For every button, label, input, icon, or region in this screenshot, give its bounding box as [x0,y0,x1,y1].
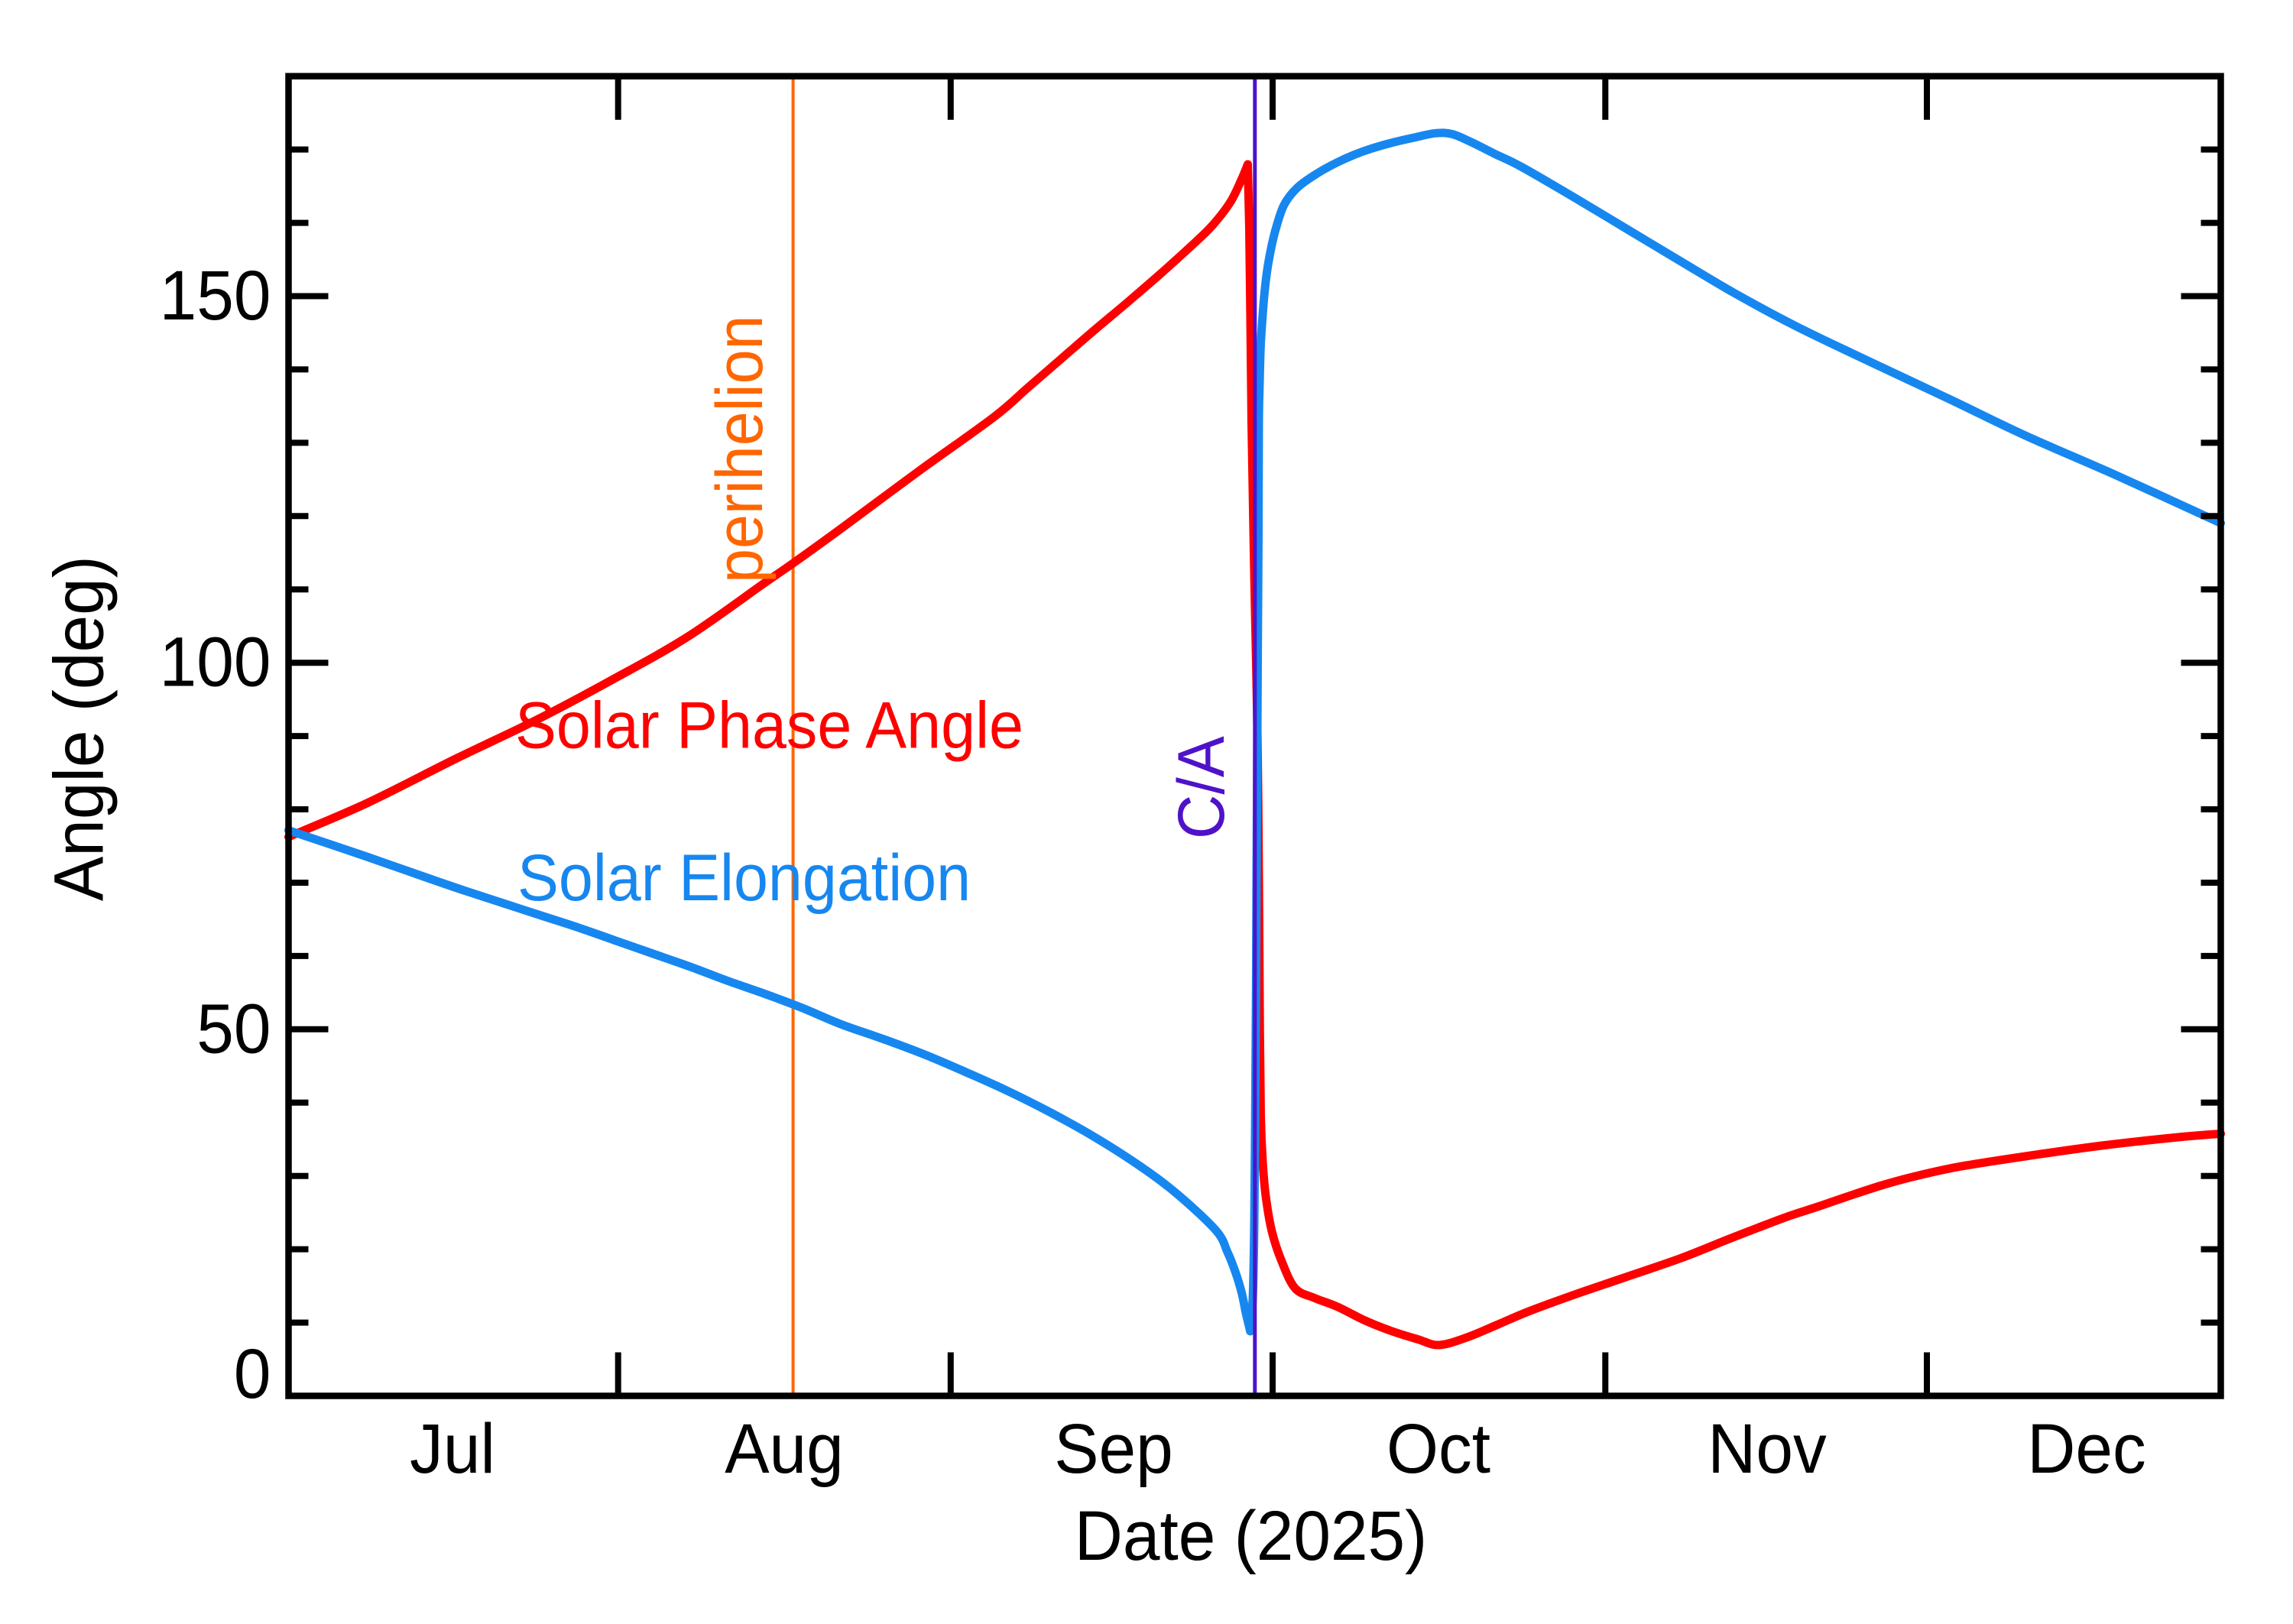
svg-text:Date (2025): Date (2025) [1075,1497,1427,1576]
svg-text:Nov: Nov [1708,1410,1827,1489]
svg-text:perihelion: perihelion [702,316,777,583]
svg-text:0: 0 [234,1335,271,1414]
svg-text:Solar Phase Angle: Solar Phase Angle [515,688,1023,762]
svg-text:Oct: Oct [1387,1410,1490,1489]
svg-text:100: 100 [160,624,271,702]
svg-text:Jul: Jul [410,1410,495,1489]
svg-text:150: 150 [160,257,271,335]
svg-text:Sep: Sep [1054,1410,1172,1489]
svg-text:Aug: Aug [725,1410,843,1489]
svg-text:C/A: C/A [1164,736,1238,839]
svg-text:Dec: Dec [2027,1410,2145,1489]
svg-text:50: 50 [196,990,271,1068]
svg-text:Solar Elongation: Solar Elongation [517,841,971,915]
svg-text:Angle (deg): Angle (deg) [41,556,119,901]
